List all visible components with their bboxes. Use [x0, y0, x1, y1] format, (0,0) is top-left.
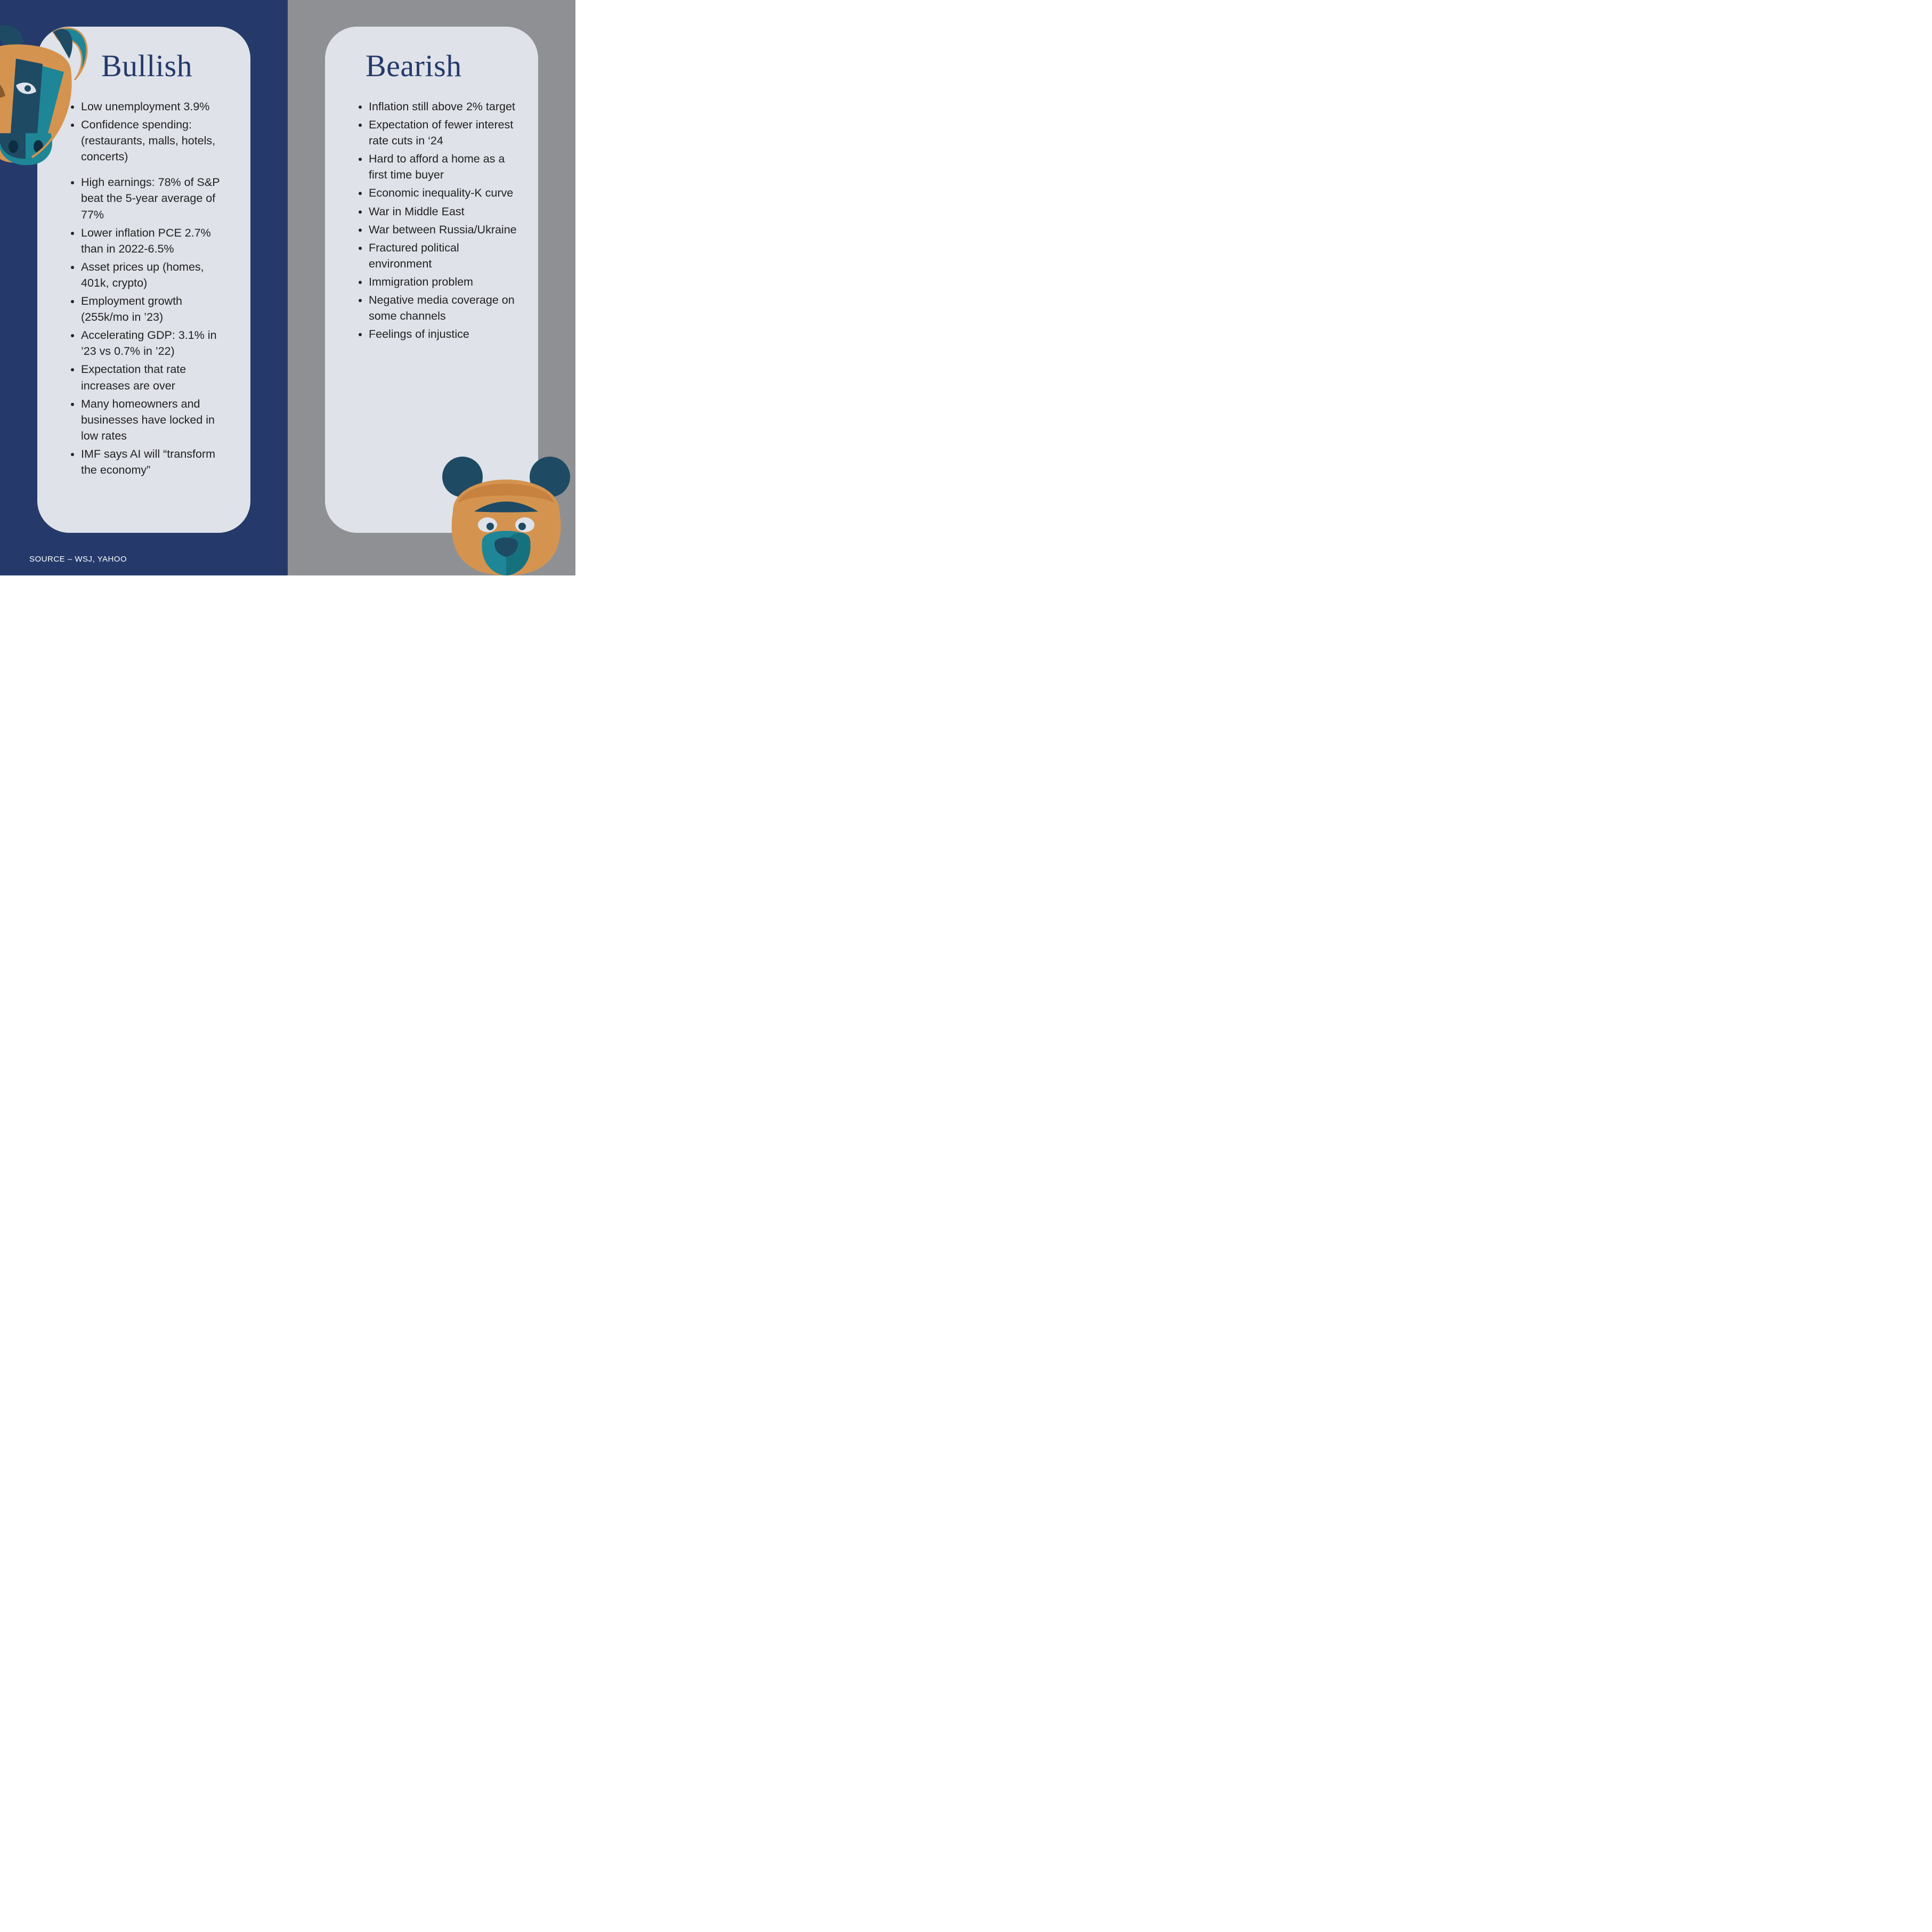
- list-item: Confidence spending: (restaurants, malls…: [81, 117, 229, 165]
- bearish-card: Bearish Inflation still above 2% target E…: [325, 27, 538, 533]
- list-item: Accelerating GDP: 3.1% in ’23 vs 0.7% in…: [81, 327, 229, 359]
- list-item: Employment growth (255k/mo in ’23): [81, 293, 229, 325]
- list-item: Expectation of fewer interest rate cuts …: [369, 117, 517, 149]
- source-label: SOURCE – WSJ, YAHOO: [29, 555, 127, 564]
- bullish-card: Bullish Low unemployment 3.9% Confidence …: [37, 27, 250, 533]
- list-item: Asset prices up (homes, 401k, crypto): [81, 259, 229, 291]
- bullish-list-b: High earnings: 78% of S&P beat the 5-yea…: [63, 174, 229, 478]
- bullish-title: Bullish: [63, 48, 229, 84]
- list-item: Economic inequality-K curve: [369, 185, 517, 201]
- bullish-list-a: Low unemployment 3.9% Confidence spending…: [63, 99, 229, 165]
- list-item: Low unemployment 3.9%: [81, 99, 229, 115]
- list-item: Hard to afford a home as a first time bu…: [369, 151, 517, 183]
- list-item: Immigration problem: [369, 274, 517, 290]
- bullish-panel: Bullish Low unemployment 3.9% Confidence …: [0, 0, 288, 575]
- bearish-panel: Bearish Inflation still above 2% target E…: [288, 0, 575, 575]
- list-item: Negative media coverage on some channels: [369, 292, 517, 324]
- list-item: IMF says AI will “transform the economy”: [81, 446, 229, 478]
- list-item: Fractured political environment: [369, 240, 517, 272]
- list-item: Expectation that rate increases are over: [81, 361, 229, 393]
- list-item: War in Middle East: [369, 204, 517, 220]
- list-item: High earnings: 78% of S&P beat the 5-yea…: [81, 174, 229, 222]
- list-item: Inflation still above 2% target: [369, 99, 517, 115]
- list-item: Lower inflation PCE 2.7% than in 2022-6.…: [81, 225, 229, 257]
- bearish-list: Inflation still above 2% target Expectati…: [351, 99, 517, 342]
- list-item: Feelings of injustice: [369, 326, 517, 342]
- bearish-title: Bearish: [351, 48, 517, 84]
- list-item: Many homeowners and businesses have lock…: [81, 396, 229, 444]
- list-item: War between Russia/Ukraine: [369, 222, 517, 238]
